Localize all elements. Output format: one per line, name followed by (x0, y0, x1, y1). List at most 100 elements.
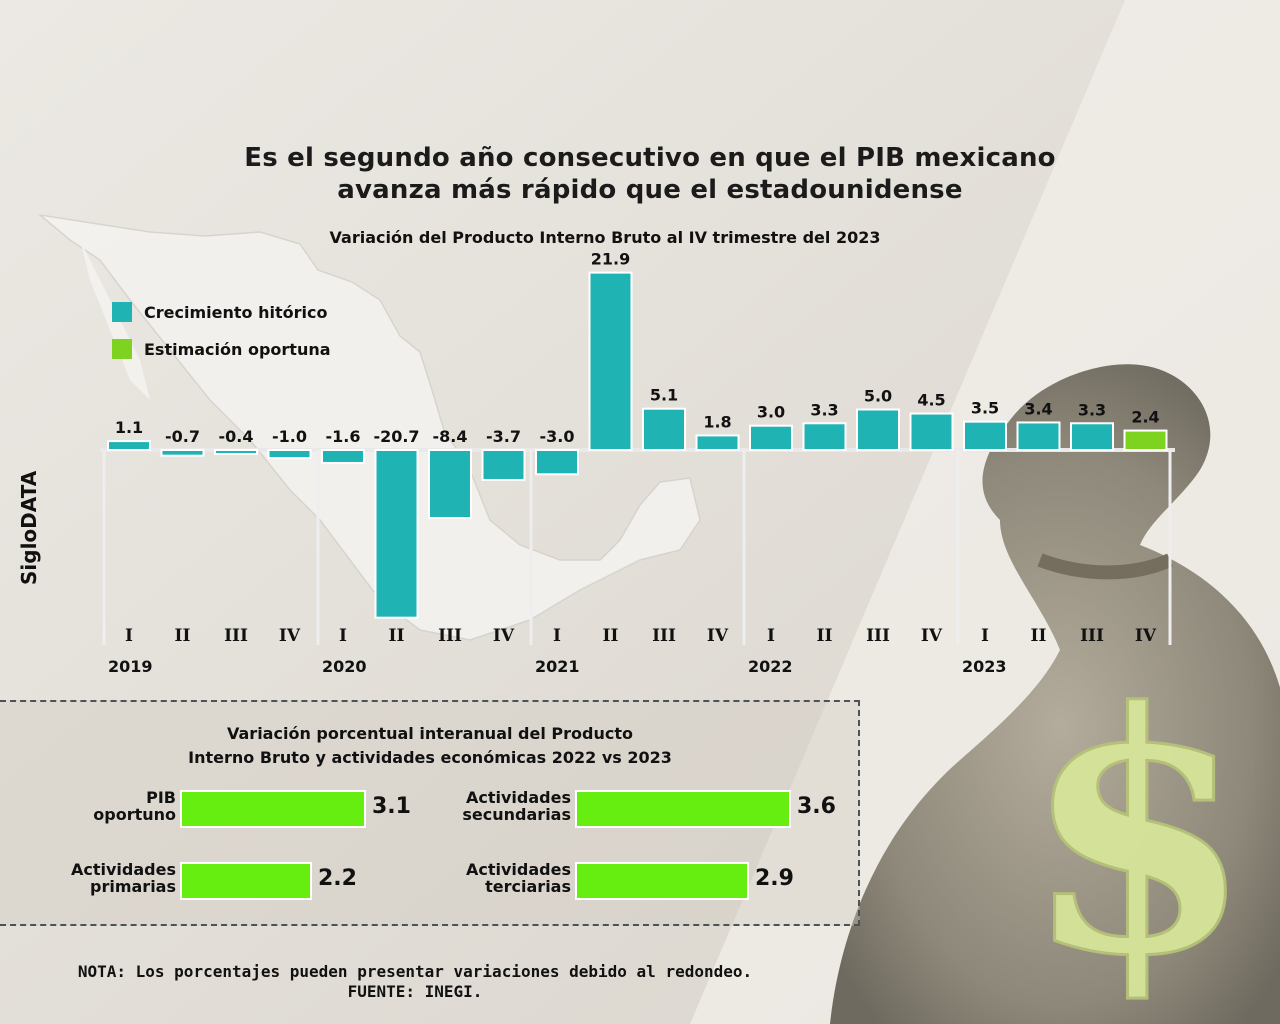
activity-label-line2: oportuno (93, 805, 176, 824)
bar-value-label: 5.0 (864, 387, 892, 406)
legend-item-estimate: Estimación oportuna (112, 337, 331, 361)
activity-label-line2: secundarias (462, 805, 571, 824)
footnote: NOTA: Los porcentajes pueden presentar v… (0, 962, 830, 1002)
legend-label-estimate: Estimación oportuna (144, 339, 331, 359)
bar-value-label: 3.5 (971, 399, 999, 418)
bar (267, 449, 312, 460)
activity-bar (180, 862, 312, 900)
bar-value-label: 5.1 (650, 386, 678, 405)
quarter-tick-label: I (767, 626, 775, 646)
activity-value-label: 2.2 (318, 866, 357, 891)
activity-value-label: 2.9 (755, 866, 794, 891)
chart-title: Variación del Producto Interno Bruto al … (329, 228, 881, 247)
bar (642, 407, 686, 452)
bar-value-label: -3.0 (540, 427, 575, 446)
year-label: 2019 (108, 657, 153, 676)
bar-value-label: 1.8 (703, 412, 731, 431)
bar (535, 449, 579, 476)
bar (1123, 429, 1168, 451)
activity-bar (575, 862, 749, 900)
activity-label-line2: primarias (90, 877, 176, 896)
quarter-tick-label: IV (707, 626, 729, 646)
legend-item-historic: Crecimiento hitórico (112, 300, 327, 324)
quarter-tick-label: II (389, 626, 405, 646)
activity-label: Actividades secundarias (391, 789, 571, 823)
bar-value-label: -1.6 (326, 427, 361, 446)
quarter-tick-label: II (817, 626, 833, 646)
bar-value-label: -0.7 (165, 427, 200, 446)
bar (374, 449, 419, 619)
bar-value-label: -8.4 (433, 427, 468, 446)
bar-value-label: 3.4 (1024, 399, 1052, 418)
bar-value-label: 4.5 (917, 391, 945, 410)
bar (695, 434, 740, 452)
bar-value-label: -1.0 (272, 427, 307, 446)
bar (214, 449, 258, 455)
money-bag-icon (830, 364, 1280, 1024)
quarter-tick-label: II (175, 626, 191, 646)
activities-panel-title: Variación porcentual interanual del Prod… (110, 722, 750, 770)
year-label: 2023 (962, 657, 1007, 676)
dollar-sign-icon: $ (1023, 640, 1253, 1024)
activity-bar (575, 790, 791, 828)
quarter-tick-label: I (339, 626, 347, 646)
activity-label-line1: Actividades (71, 860, 176, 879)
quarter-tick-label: III (224, 626, 248, 646)
quarter-tick-label: III (866, 626, 890, 646)
bar (1070, 422, 1114, 451)
bar (107, 440, 151, 451)
activity-label-line1: Actividades (466, 788, 571, 807)
legend-label-historic: Crecimiento hitórico (144, 302, 328, 322)
bar-value-label: 21.9 (591, 250, 630, 269)
quarter-tick-label: IV (921, 626, 943, 646)
quarter-tick-label: IV (1135, 626, 1157, 646)
bar (1016, 421, 1061, 451)
year-label: 2020 (322, 657, 367, 676)
quarter-tick-label: IV (279, 626, 301, 646)
bar (588, 271, 633, 451)
activity-label: PIB oportuno (0, 789, 176, 823)
activity-label-line1: Actividades (466, 860, 571, 879)
activity-label: Actividades terciarias (391, 861, 571, 895)
bar-value-label: 3.3 (810, 400, 838, 419)
bar (909, 412, 954, 451)
bar-value-label: 3.3 (1078, 400, 1106, 419)
bar (749, 424, 793, 452)
bar-value-label: -3.7 (486, 427, 521, 446)
bar (481, 449, 526, 481)
bar (160, 449, 205, 457)
quarter-tick-label: I (553, 626, 561, 646)
headline-line1: Es el segundo año consecutivo en que el … (244, 143, 1056, 173)
year-label: 2021 (535, 657, 580, 676)
bar-value-label: 3.0 (757, 403, 785, 422)
activities-title-line2: Interno Bruto y actividades económicas 2… (188, 748, 672, 767)
quarter-tick-label: III (438, 626, 462, 646)
source-line: FUENTE: INEGI. (347, 982, 483, 1001)
legend-swatch-estimate (112, 339, 132, 359)
bar-value-label: 2.4 (1131, 408, 1159, 427)
bar-value-label: 1.1 (115, 418, 143, 437)
quarter-tick-label: IV (493, 626, 515, 646)
quarter-tick-label: I (125, 626, 133, 646)
activity-bar (180, 790, 366, 828)
bar-value-label: -0.4 (219, 427, 254, 446)
bar (963, 420, 1007, 451)
bar (321, 449, 365, 464)
activity-label-line2: terciarias (485, 877, 571, 896)
bar (856, 408, 900, 451)
note-line: NOTA: Los porcentajes pueden presentar v… (77, 962, 753, 981)
quarter-tick-label: III (1080, 626, 1104, 646)
bar-value-label: -20.7 (373, 427, 419, 446)
quarter-tick-label: I (981, 626, 989, 646)
bar (802, 422, 847, 451)
bar (428, 449, 472, 520)
year-label: 2022 (748, 657, 793, 676)
headline: Es el segundo año consecutivo en que el … (0, 142, 1280, 206)
quarter-tick-label: II (603, 626, 619, 646)
activities-title-line1: Variación porcentual interanual del Prod… (227, 724, 633, 743)
legend-swatch-historic (112, 302, 132, 322)
headline-line2: avanza más rápido que el estadounidense (337, 175, 963, 205)
activity-value-label: 3.1 (372, 794, 411, 819)
